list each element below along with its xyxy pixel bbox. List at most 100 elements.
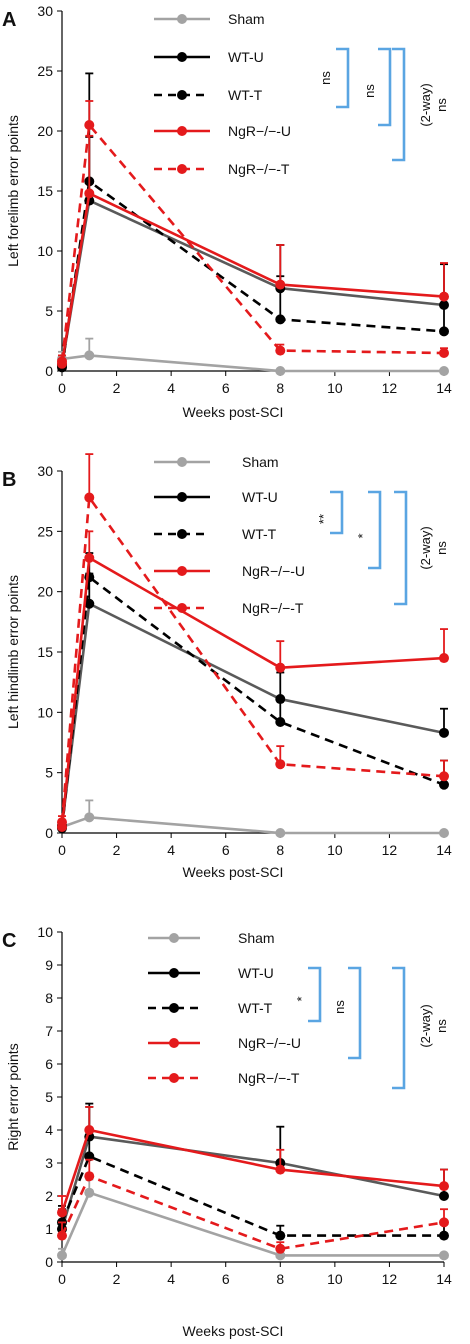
- data-point: [84, 1187, 95, 1198]
- legend-label: Sham: [228, 11, 265, 27]
- series-ngrt: [57, 1158, 449, 1254]
- y-tick-label: 3: [45, 1155, 53, 1171]
- y-tick-label: 25: [37, 523, 53, 539]
- legend-label: Sham: [238, 930, 275, 946]
- x-tick-label: 6: [222, 842, 230, 858]
- data-point: [84, 120, 95, 130]
- y-tick-label: 0: [45, 363, 53, 379]
- x-tick-label: 2: [113, 1271, 121, 1287]
- legend-label: NgR−/−-T: [242, 600, 304, 616]
- y-tick-label: 2: [45, 1188, 53, 1204]
- x-tick-label: 10: [327, 1271, 343, 1287]
- data-point: [84, 812, 95, 823]
- data-point: [57, 1207, 67, 1218]
- legend-item-sham: Sham: [148, 930, 275, 946]
- legend-item-wtt: WT-T: [154, 526, 277, 542]
- significance-bracket: [330, 490, 344, 535]
- x-tick-label: 4: [167, 1271, 175, 1287]
- data-point: [275, 662, 286, 673]
- x-tick-label: 8: [276, 1271, 284, 1287]
- x-tick-label: 8: [276, 842, 284, 858]
- legend-item-sham: Sham: [154, 454, 279, 470]
- data-point: [275, 1230, 286, 1241]
- legend-label: WT-T: [242, 526, 277, 542]
- legend-item-sham: Sham: [154, 11, 265, 27]
- x-tick-label: 0: [58, 842, 66, 858]
- legend-swatch-marker: [177, 126, 187, 136]
- y-tick-label: 8: [45, 990, 53, 1006]
- legend-item-wtu: WT-U: [148, 965, 274, 981]
- legend-swatch-marker: [177, 603, 187, 613]
- series-line: [60, 123, 445, 362]
- x-axis-title: Weeks post-SCI: [183, 1323, 284, 1339]
- y-tick-label: 15: [37, 644, 53, 660]
- legend-label: NgR−/−-U: [228, 123, 291, 139]
- series-line: [60, 199, 445, 366]
- chart-panel-a: A 0 5 10 15 20 25 30 0 2 4 6 8 10 12 14 Weeks post-SCI Le…: [2, 3, 452, 420]
- legend-item-ngrt: NgR−/−-T: [154, 600, 304, 616]
- significance-bracket: [308, 966, 322, 1023]
- y-tick-label: 4: [45, 1122, 53, 1138]
- data-point: [275, 345, 286, 356]
- significance-bracket: [392, 47, 406, 162]
- y-tick-label: 0: [45, 1254, 53, 1270]
- x-tick-label: 6: [222, 380, 230, 396]
- data-point: [275, 1164, 286, 1175]
- legend-item-ngru: NgR−/−-U: [148, 1035, 301, 1051]
- legend-label: NgR−/−-T: [228, 161, 290, 177]
- panel-letter: B: [2, 469, 16, 491]
- data-point: [84, 1171, 95, 1182]
- legend-swatch-marker: [177, 164, 187, 174]
- panel-letter: C: [2, 930, 16, 952]
- data-point: [439, 1181, 449, 1192]
- data-point: [439, 366, 449, 376]
- significance-brackets: *** (2-way) ns: [316, 490, 449, 606]
- legend-swatch-marker: [177, 457, 187, 467]
- legend-swatch-marker: [177, 90, 187, 100]
- y-tick-label: 5: [45, 1089, 53, 1105]
- legend-item-wtu: WT-U: [154, 49, 264, 65]
- data-point: [84, 188, 95, 199]
- significance-bracket: [394, 490, 408, 606]
- data-point: [275, 759, 286, 770]
- x-tick-label: 2: [113, 380, 121, 396]
- significance-label-test: (2-way): [418, 83, 433, 126]
- data-point: [84, 350, 95, 361]
- data-point: [439, 1217, 449, 1228]
- y-tick-label: 25: [37, 63, 53, 79]
- legend-item-wtt: WT-T: [154, 87, 263, 103]
- x-tick-label: 4: [167, 842, 175, 858]
- legend-swatch-marker: [177, 492, 187, 502]
- series-line: [60, 1155, 444, 1237]
- legend-label: NgR−/−-U: [242, 563, 305, 579]
- y-tick-label: 9: [45, 957, 53, 973]
- legend-label: Sham: [242, 454, 279, 470]
- significance-bracket: [336, 47, 350, 109]
- x-tick-label: 6: [222, 1271, 230, 1287]
- significance-bracket: [392, 966, 406, 1090]
- data-point: [57, 817, 67, 828]
- data-point: [439, 326, 449, 337]
- data-point: [439, 348, 449, 358]
- data-point: [84, 492, 95, 503]
- legend-item-ngrt: NgR−/−-T: [154, 161, 290, 177]
- data-point: [275, 716, 286, 727]
- data-point: [439, 727, 449, 738]
- significance-bracket: [378, 47, 392, 127]
- series-line: [60, 556, 445, 828]
- x-tick-label: 12: [382, 1271, 398, 1287]
- x-tick-label: 12: [382, 842, 398, 858]
- legend-swatch-marker: [169, 968, 179, 978]
- significance-label: *: [355, 533, 370, 538]
- legend-swatch-marker: [169, 1038, 179, 1048]
- legend-swatch-marker: [169, 933, 179, 943]
- data-point: [275, 828, 286, 838]
- significance-label: *: [294, 996, 309, 1001]
- legend-swatch-marker: [177, 566, 187, 576]
- y-axis-title: Left forelimb error points: [5, 115, 21, 267]
- significance-bracket: [368, 490, 382, 570]
- series-line: [60, 192, 445, 365]
- series-ngru: [57, 134, 449, 369]
